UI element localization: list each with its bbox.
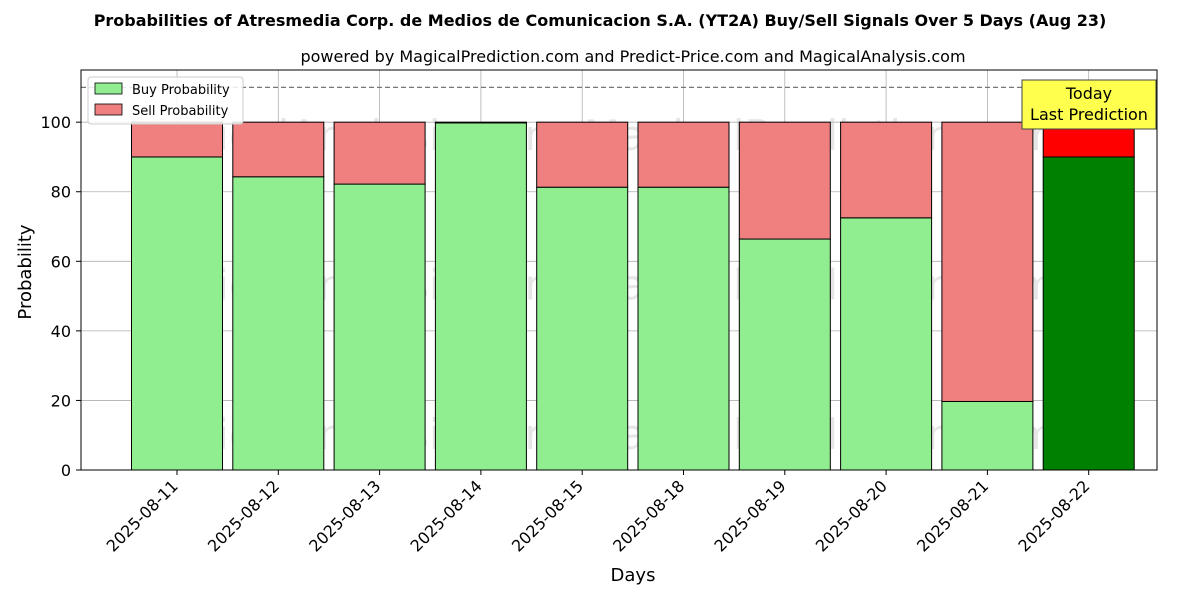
legend-label-sell: Sell Probability <box>132 104 229 119</box>
annotation: Today Last Prediction <box>1021 79 1157 130</box>
bar-sell <box>738 121 831 240</box>
chart-title: Probabilities of Atresmedia Corp. de Med… <box>94 11 1107 30</box>
y-axis: 0 20 40 60 80 100 <box>40 113 81 480</box>
annotation-line1: Today <box>1065 84 1112 103</box>
bar-buy <box>941 400 1034 471</box>
bar-buy <box>637 186 730 471</box>
x-tick-label: 2025-08-12 <box>204 476 283 555</box>
legend: Buy Probability Sell Probability <box>87 76 244 125</box>
y-tick-label: 80 <box>51 183 71 202</box>
x-axis-label: Days <box>611 565 656 586</box>
x-axis: 2025-08-11 2025-08-12 2025-08-13 2025-08-14… <box>103 470 1094 556</box>
legend-label-buy: Buy Probability <box>132 83 230 98</box>
y-axis-label: Probability <box>15 224 36 319</box>
bar-buy <box>536 186 629 471</box>
y-tick-label: 60 <box>51 252 71 271</box>
bar-sell <box>536 121 629 188</box>
x-tick-label: 2025-08-21 <box>913 476 992 555</box>
bar-sell <box>840 121 933 219</box>
bar-sell <box>941 121 1034 402</box>
bar-sell <box>434 121 527 124</box>
x-tick-label: 2025-08-20 <box>812 476 891 555</box>
legend-box <box>87 76 244 125</box>
x-tick-label: 2025-08-11 <box>103 476 182 555</box>
x-tick-label: 2025-08-18 <box>609 476 688 555</box>
legend-swatch-buy <box>94 82 123 95</box>
plot-frame <box>80 69 1158 471</box>
bar-buy <box>232 176 325 471</box>
bar-buy <box>738 238 831 471</box>
chart-subtitle: powered by MagicalPrediction.com and Pre… <box>300 47 965 66</box>
bar-sell <box>637 121 730 188</box>
x-tick-label: 2025-08-19 <box>710 476 789 555</box>
x-tick-label: 2025-08-22 <box>1014 476 1093 555</box>
annotation-line2: Last Prediction <box>1030 105 1148 124</box>
bars <box>131 121 1135 471</box>
bar-buy <box>840 217 933 471</box>
bar-buy <box>131 156 223 471</box>
bar-sell <box>232 121 325 178</box>
y-tick-label: 100 <box>40 113 71 132</box>
x-tick-label: 2025-08-14 <box>407 476 486 555</box>
y-tick-label: 0 <box>61 461 71 480</box>
bar-buy <box>333 183 426 471</box>
bar-buy <box>1042 156 1135 471</box>
bar-buy <box>434 122 527 471</box>
x-tick-label: 2025-08-13 <box>305 476 384 555</box>
annotation-box <box>1021 79 1157 130</box>
y-tick-label: 40 <box>51 322 71 341</box>
bar-sell <box>333 121 426 185</box>
y-tick-label: 20 <box>51 391 71 410</box>
legend-swatch-sell <box>94 103 123 116</box>
x-tick-label: 2025-08-15 <box>508 476 587 555</box>
bar-sell <box>131 121 223 158</box>
